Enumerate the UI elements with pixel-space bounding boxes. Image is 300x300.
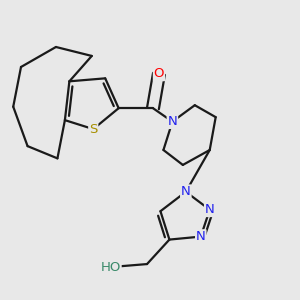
Text: N: N — [205, 203, 214, 216]
Text: N: N — [181, 185, 191, 198]
Text: S: S — [89, 123, 98, 136]
Text: O: O — [154, 68, 164, 80]
Text: HO: HO — [100, 261, 121, 274]
Text: N: N — [196, 230, 206, 243]
Text: N: N — [167, 115, 177, 128]
